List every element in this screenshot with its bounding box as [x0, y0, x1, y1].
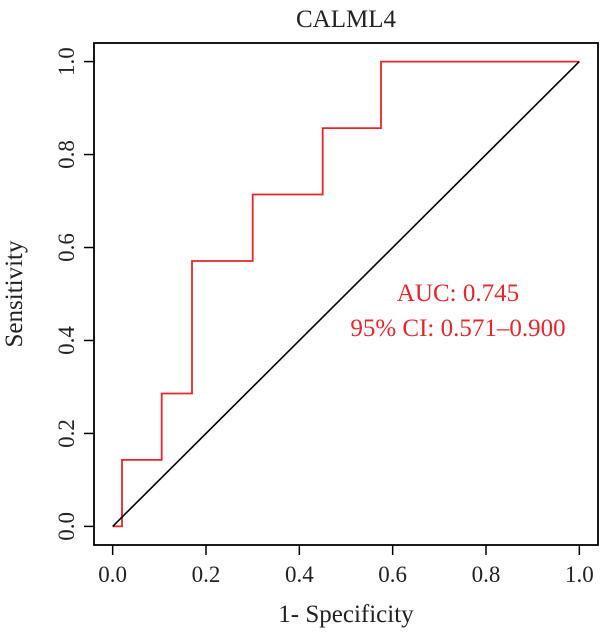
y-tick-label: 0.6	[54, 233, 79, 262]
x-tick-label: 0.4	[285, 562, 314, 587]
ci-annotation: 95% CI: 0.571–0.900	[350, 315, 565, 342]
auc-annotation: AUC: 0.745	[397, 280, 519, 307]
y-tick-label: 0.4	[54, 326, 79, 355]
plot-frame	[93, 42, 599, 546]
x-axis: 0.0 0.2 0.4 0.6 0.8 1.0	[98, 545, 594, 587]
x-tick-label: 0.6	[378, 562, 407, 587]
x-tick-label: 0.0	[98, 562, 127, 587]
x-axis-label: 1- Specificity	[278, 601, 414, 628]
reference-diagonal	[112, 61, 580, 527]
plot-area	[112, 60, 580, 528]
y-tick-label: 0.2	[54, 419, 79, 448]
y-axis-label: Sensitivity	[1, 240, 28, 347]
x-tick-label: 0.2	[192, 562, 221, 587]
y-tick-label: 0.8	[54, 140, 79, 169]
x-tick-label: 1.0	[565, 562, 594, 587]
roc-curve	[112, 60, 580, 528]
y-axis: 0.0 0.2 0.4 0.6 0.8 1.0	[54, 47, 94, 541]
y-tick-label: 1.0	[54, 47, 79, 76]
x-tick-label: 0.8	[472, 562, 501, 587]
y-tick-label: 0.0	[54, 512, 79, 541]
chart-title: CALML4	[296, 6, 397, 33]
